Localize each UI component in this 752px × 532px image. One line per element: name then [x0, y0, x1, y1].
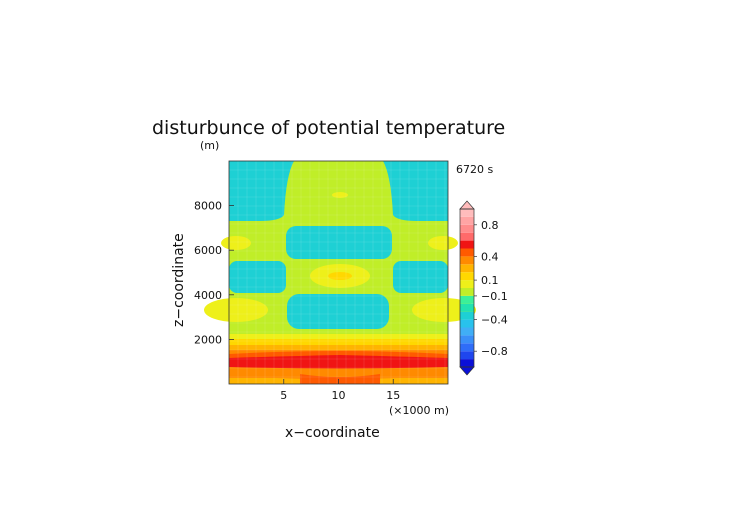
contour-region	[287, 294, 389, 329]
colorbar-swatch	[460, 209, 474, 217]
colorbar-swatch	[460, 272, 474, 281]
colorbar-swatch	[460, 335, 474, 344]
contour-region	[229, 367, 448, 379]
contour-region	[286, 226, 392, 259]
contour-region	[332, 192, 348, 198]
colorbar-swatch	[460, 248, 474, 257]
contour-region	[383, 161, 448, 221]
colorbar-tick-label: −0.8	[481, 345, 508, 358]
contour-region	[428, 236, 458, 250]
colorbar-tick-label: −0.4	[481, 314, 508, 327]
contour-region	[229, 339, 448, 350]
y-axis-label: z−coordinate	[171, 233, 187, 327]
colorbar-swatch	[460, 295, 474, 304]
colorbar-swatch	[460, 216, 474, 225]
x-axis: 5 10 15	[280, 379, 400, 402]
y-axis: 2000 4000 6000 8000	[194, 200, 234, 346]
x-axis-label: x−coordinate	[285, 425, 380, 441]
y-unit-label: (m)	[200, 139, 219, 152]
contour-region	[328, 272, 352, 280]
colorbar-swatch	[460, 264, 474, 273]
colorbar-tick-label: 0.1	[481, 274, 499, 287]
colorbar-bottom-arrow	[459, 366, 475, 376]
contour-region	[221, 236, 251, 250]
colorbar-swatch	[460, 280, 474, 288]
time-label: 6720 s	[456, 163, 493, 176]
chart-title: disturbunce of potential temperature	[152, 117, 505, 139]
colorbar-swatch	[460, 232, 474, 241]
colorbar-swatch	[460, 351, 474, 360]
plot-area	[204, 160, 476, 385]
colorbar-swatch	[460, 327, 474, 336]
contour-region	[229, 355, 448, 371]
colorbar-tick-label: −0.1	[481, 290, 508, 303]
y-tick-label: 8000	[194, 200, 222, 213]
contour-region	[229, 161, 294, 221]
colorbar-top-arrow	[459, 200, 475, 210]
colorbar: 0.8 0.4 0.1 −0.1 −0.4 −0.8	[459, 200, 508, 376]
colorbar-swatch	[460, 359, 474, 367]
contour-region	[204, 298, 268, 322]
y-tick-label: 4000	[194, 289, 222, 302]
colorbar-frame	[459, 208, 475, 368]
contour-region	[300, 374, 380, 384]
contour-region	[229, 261, 286, 293]
x-tick-label: 15	[386, 389, 400, 402]
colorbar-swatch	[460, 343, 474, 352]
colorbar-swatch	[460, 319, 474, 328]
mesh-grid	[229, 161, 448, 384]
colorbar-swatch	[460, 288, 474, 296]
colorbar-swatch	[460, 240, 474, 249]
colorbar-swatch	[460, 224, 474, 233]
contour-region	[393, 261, 448, 293]
x-unit-label: (×1000 m)	[389, 404, 449, 417]
colorbar-tick-label: 0.8	[481, 219, 499, 232]
colorbar-swatch	[460, 256, 474, 265]
x-tick-label: 10	[332, 389, 346, 402]
colorbar-swatch	[460, 303, 474, 312]
colorbar-tick-label: 0.4	[481, 250, 499, 263]
colorbar-swatch	[460, 311, 474, 320]
y-tick-label: 6000	[194, 244, 222, 257]
y-tick-label: 2000	[194, 333, 222, 346]
x-tick-label: 5	[280, 389, 287, 402]
